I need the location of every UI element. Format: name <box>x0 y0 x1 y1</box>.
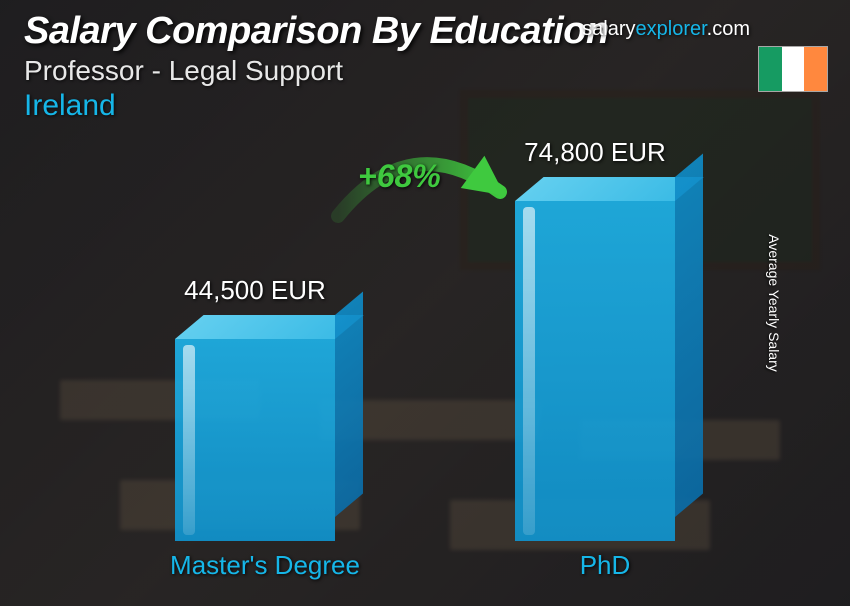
bar-highlight <box>523 207 535 535</box>
brand-part2: explorer <box>636 18 707 40</box>
bar-value-label: 74,800 EUR <box>485 137 705 168</box>
flag-stripe <box>782 47 805 91</box>
salary-bar-chart: +68% 44,500 EURMaster's Degree74,800 EUR… <box>0 156 850 606</box>
increase-arrow-icon <box>0 156 850 606</box>
page-title: Salary Comparison By Education <box>24 10 609 53</box>
bar-value-label: 44,500 EUR <box>145 275 365 306</box>
flag-stripe <box>804 47 827 91</box>
flag-stripe <box>759 47 782 91</box>
bar-front <box>515 201 675 541</box>
job-title: Professor - Legal Support <box>24 55 609 87</box>
bar-highlight <box>183 345 195 535</box>
bar-side-face <box>335 292 363 517</box>
brand-part3: .com <box>707 18 750 40</box>
bar-1: 74,800 EURPhD <box>515 201 675 541</box>
country-flag-icon <box>758 46 828 92</box>
bar-category-label: PhD <box>495 550 715 581</box>
bar-front <box>175 339 335 541</box>
country-name: Ireland <box>24 89 609 123</box>
bar-category-label: Master's Degree <box>155 550 375 581</box>
bar-side-face <box>675 154 703 517</box>
percent-increase-label: +68% <box>358 158 441 195</box>
brand-logo: salaryexplorer.com <box>582 18 750 41</box>
bar-0: 44,500 EURMaster's Degree <box>175 339 335 541</box>
header: Salary Comparison By Education Professor… <box>24 10 609 123</box>
brand-part1: salary <box>582 18 635 40</box>
